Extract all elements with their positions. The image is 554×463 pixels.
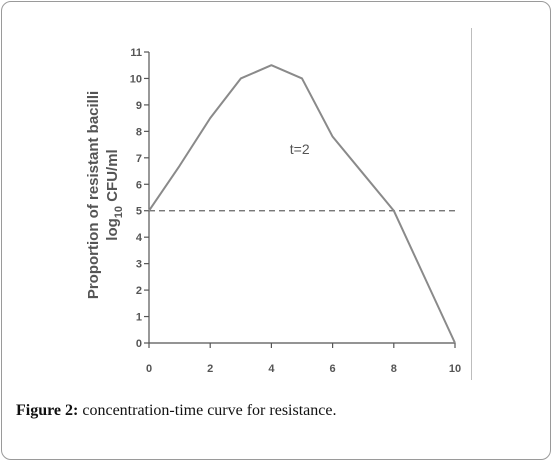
y-tick-label: 8	[136, 126, 142, 138]
y-axis-label: Proportion of resistant bacilli log10 CF…	[85, 91, 125, 299]
x-tick-label: 4	[268, 363, 275, 375]
y-axis-label-line1: Proportion of resistant bacilli	[85, 91, 102, 299]
y-tick-label: 0	[136, 338, 142, 350]
x-tick-label: 2	[207, 363, 213, 375]
svg-text:Proportion of resistant bacill: Proportion of resistant bacilli	[85, 91, 102, 299]
right-divider	[471, 28, 472, 380]
figure-caption: Figure 2: concentration-time curve for r…	[16, 402, 336, 420]
figure-caption-text: concentration-time curve for resistance.	[78, 402, 337, 419]
x-tick-label: 10	[449, 363, 461, 375]
y-tick-label: 4	[136, 232, 143, 244]
axes: 0 1 2 3 4 5 6 7 8 9 10 11 0 2 4 6 8 10	[130, 47, 461, 375]
series-line	[148, 64, 456, 344]
y-axis-label-unit: CFU/ml	[104, 149, 121, 206]
y-tick-label: 7	[136, 153, 142, 165]
y-axis-label-sub: 10	[113, 206, 125, 218]
x-tick-label: 8	[391, 363, 397, 375]
figure-label: Figure 2:	[16, 402, 79, 419]
annotation-label: t=2	[290, 141, 310, 157]
y-tick-label: 9	[136, 100, 142, 112]
x-tick-label: 6	[330, 363, 336, 375]
y-tick-label: 5	[136, 206, 142, 218]
series-group	[148, 64, 456, 344]
line-chart: 0 1 2 3 4 5 6 7 8 9 10 11 0 2 4 6 8 10 t=2 Proportion of …	[85, 47, 461, 375]
x-tick-label: 0	[146, 363, 152, 375]
y-tick-label: 11	[130, 47, 142, 59]
y-axis-label-log: log	[104, 218, 121, 241]
y-tick-label: 2	[136, 285, 142, 297]
y-tick-label: 6	[136, 179, 142, 191]
svg-text:log10 CFU/ml: log10 CFU/ml	[104, 149, 125, 240]
y-tick-label: 10	[130, 73, 142, 85]
y-tick-label: 3	[136, 259, 142, 271]
y-tick-label: 1	[136, 312, 142, 324]
